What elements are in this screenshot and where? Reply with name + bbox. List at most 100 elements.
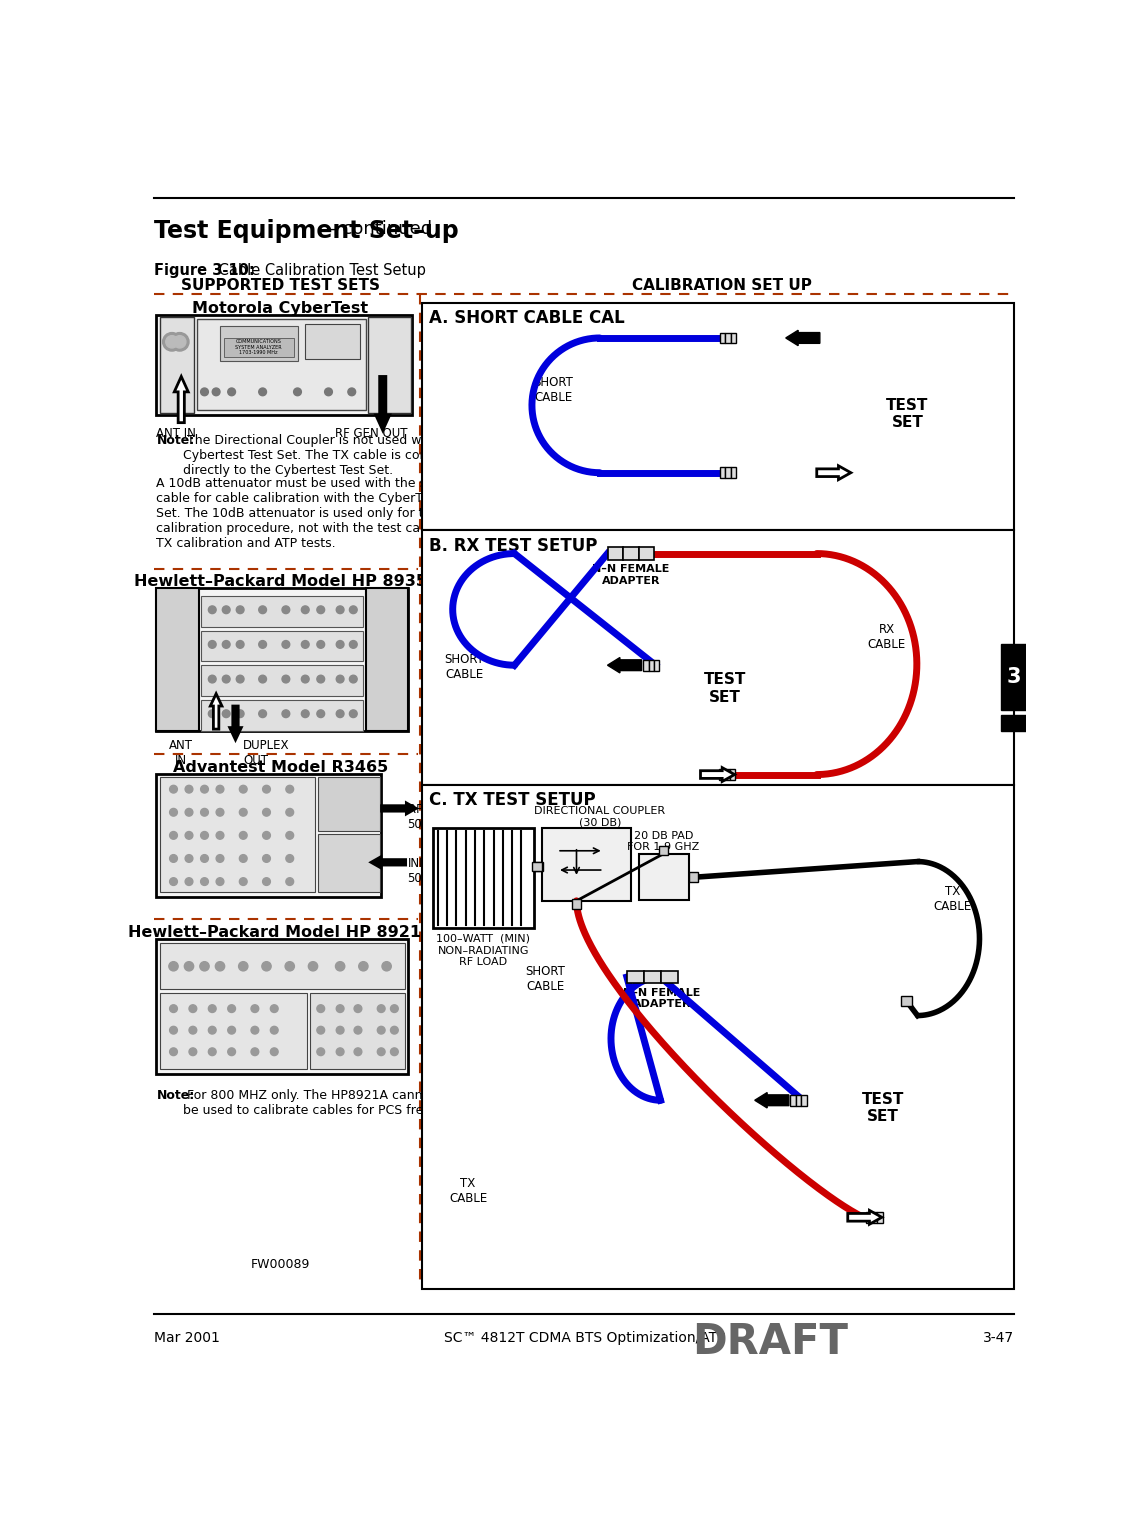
Circle shape [317,606,325,613]
Text: A. SHORT CABLE CAL: A. SHORT CABLE CAL [430,310,625,328]
Circle shape [301,641,309,648]
Circle shape [317,1049,325,1056]
Circle shape [236,710,244,717]
Text: Motorola CyberTest: Motorola CyberTest [193,300,368,316]
Bar [197,319,366,409]
Bar [622,547,638,560]
Text: B. RX TEST SETUP: B. RX TEST SETUP [430,537,597,555]
Text: ANT
IN: ANT IN [169,739,194,766]
Text: FW00089: FW00089 [251,1259,310,1271]
Circle shape [217,831,223,839]
Text: A 10dB attenuator must be used with the short test
cable for cable calibration w: A 10dB attenuator must be used with the … [156,477,480,549]
Circle shape [170,785,178,793]
Circle shape [212,388,220,396]
FancyArrow shape [229,707,242,740]
Circle shape [317,710,325,717]
Circle shape [350,641,357,648]
Text: TEST
SET: TEST SET [705,671,747,705]
Bar [689,872,698,881]
Bar [422,530,1015,785]
Text: 3-47: 3-47 [983,1331,1015,1346]
Circle shape [262,785,270,793]
Circle shape [350,710,357,717]
Text: ANT IN: ANT IN [156,426,196,440]
Bar [725,468,731,478]
Circle shape [262,808,270,816]
Circle shape [170,831,178,839]
Circle shape [201,388,209,396]
FancyArrow shape [376,377,390,431]
Bar [202,596,363,627]
Circle shape [201,785,209,793]
Circle shape [336,641,344,648]
Circle shape [336,710,344,717]
Circle shape [239,831,247,839]
Circle shape [355,1004,361,1012]
Text: 20 DB PAD
FOR 1.9 GHZ: 20 DB PAD FOR 1.9 GHZ [627,831,700,852]
Bar [160,777,315,892]
Circle shape [259,710,267,717]
Circle shape [217,878,223,886]
Circle shape [359,961,368,970]
Bar [725,770,730,780]
Circle shape [163,333,181,351]
Text: – continued: – continued [323,221,432,238]
Circle shape [169,961,178,970]
Text: TX
CABLE: TX CABLE [449,1177,487,1205]
Bar [1001,716,1026,731]
Text: C. TX TEST SETUP: C. TX TEST SETUP [430,791,596,809]
Circle shape [262,961,271,970]
Circle shape [209,1004,217,1012]
Text: N–N FEMALE
ADAPTER: N–N FEMALE ADAPTER [592,564,669,586]
Circle shape [391,1004,398,1012]
Circle shape [301,606,309,613]
FancyArrow shape [210,694,222,730]
Circle shape [222,606,230,613]
Bar [160,943,405,989]
Circle shape [317,1026,325,1035]
Text: COMMUNICATIONS
SYSTEM ANALYZER
1703-1990 MHz: COMMUNICATIONS SYSTEM ANALYZER 1703-1990… [236,339,282,356]
Circle shape [209,1026,217,1035]
Circle shape [238,961,247,970]
Circle shape [185,785,193,793]
Circle shape [239,878,247,886]
Circle shape [170,1026,178,1035]
Bar [532,862,541,871]
Text: 100–WATT  (MIN)
NON–RADIATING
RF LOAD: 100–WATT (MIN) NON–RADIATING RF LOAD [437,934,530,967]
Circle shape [286,878,294,886]
Circle shape [189,1004,197,1012]
Text: SHORT
CABLE: SHORT CABLE [445,653,484,681]
Bar [310,993,405,1069]
Circle shape [377,1004,385,1012]
Circle shape [189,1049,197,1056]
Bar [790,1095,796,1105]
Bar [156,589,408,731]
Text: Note:: Note: [156,434,195,448]
Circle shape [217,785,223,793]
Bar [160,317,195,412]
Circle shape [222,675,230,682]
Circle shape [317,675,325,682]
Bar [659,846,668,855]
Circle shape [335,961,344,970]
Bar [731,468,736,478]
Circle shape [286,831,294,839]
Circle shape [215,961,225,970]
Circle shape [286,854,294,863]
Circle shape [185,854,193,863]
Circle shape [222,710,230,717]
Circle shape [236,641,244,648]
Circle shape [350,675,357,682]
Circle shape [189,1026,197,1035]
FancyArrow shape [381,802,417,814]
Circle shape [228,1004,236,1012]
Bar [422,304,1015,530]
Circle shape [355,1049,361,1056]
FancyArrow shape [174,377,188,423]
Circle shape [251,1049,259,1056]
Bar [160,993,307,1069]
Circle shape [239,785,247,793]
Bar [223,337,294,357]
Bar [608,547,622,560]
Circle shape [262,878,270,886]
